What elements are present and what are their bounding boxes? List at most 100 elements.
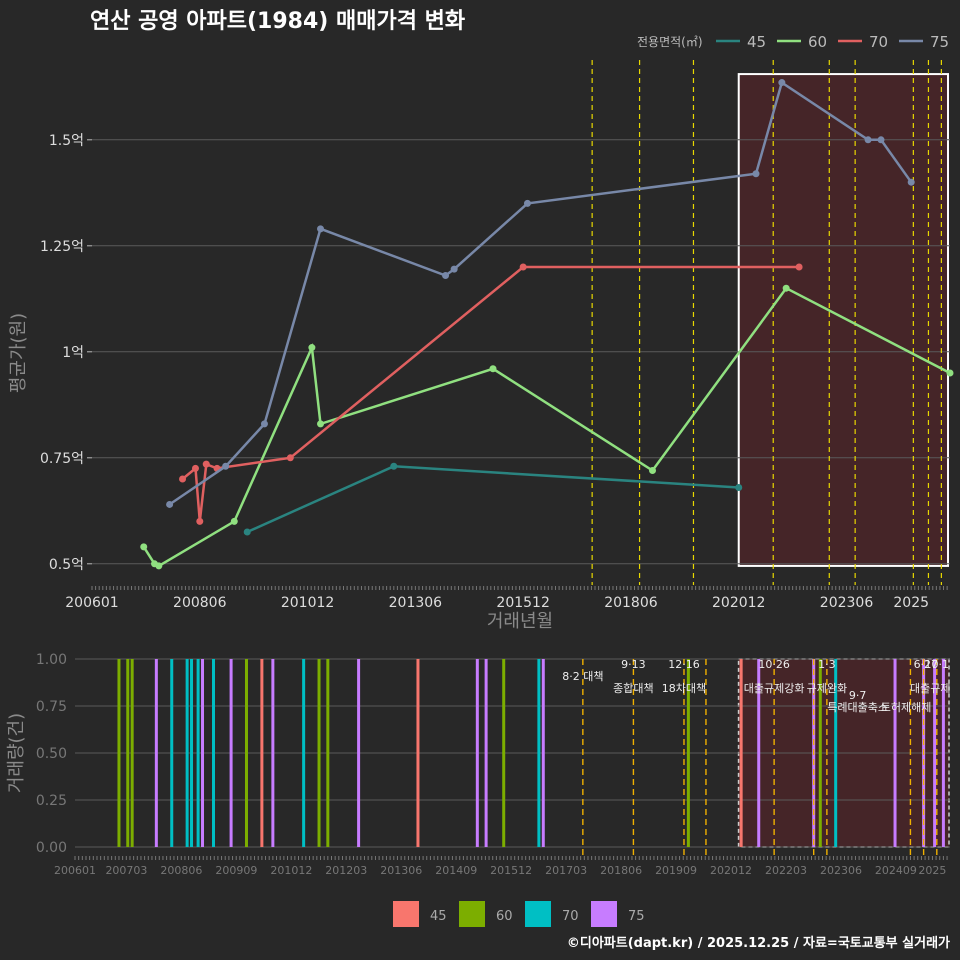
- top-highlight-region: [737, 73, 949, 567]
- bar-60: [244, 659, 248, 847]
- bottom-x-tick-label: 200703: [105, 864, 147, 877]
- bottom-x-tick-label: 201203: [325, 864, 367, 877]
- bar-60: [686, 659, 690, 847]
- bar-60: [130, 659, 134, 847]
- series-point-70: [196, 517, 204, 525]
- bottom-x-tick-label: 201703: [545, 864, 587, 877]
- bottom-y-tick-label: 1.00: [36, 652, 67, 668]
- bottom-x-tick-label: 201909: [655, 864, 697, 877]
- top-y-tick-label: 1.5억: [49, 133, 84, 149]
- top-y-tick-label: 1억: [62, 345, 84, 361]
- bar-75: [941, 659, 945, 847]
- bar-60: [818, 659, 822, 847]
- top-x-tick-label: 201512: [496, 595, 549, 611]
- bar-70: [212, 659, 216, 847]
- bar-75: [357, 659, 361, 847]
- bottom-x-tick-label: 200601: [54, 864, 96, 877]
- top-x-tick-label: 200806: [173, 595, 227, 611]
- bar-60: [502, 659, 506, 847]
- chart-title: 연산 공영 아파트(1984) 매매가격 변화: [90, 9, 465, 34]
- top-y-axis-title: 평균가(원): [8, 313, 29, 393]
- series-point-60: [782, 284, 790, 292]
- legend-label-45: 45: [430, 909, 447, 924]
- legend-swatch-45: [393, 901, 419, 927]
- top-x-tick-label: 201306: [389, 595, 443, 611]
- bar-75: [271, 659, 275, 847]
- series-point-60: [946, 369, 954, 377]
- policy-label: 18차대책: [662, 682, 706, 695]
- bar-75: [933, 659, 937, 847]
- policy-label: 12·16: [668, 658, 700, 671]
- series-point-75: [450, 265, 458, 273]
- legend-label-60: 60: [808, 33, 827, 51]
- bar-75: [541, 659, 545, 847]
- top-x-tick-label: 202012: [712, 595, 765, 611]
- policy-label: 대출규제: [910, 682, 950, 695]
- bar-45: [739, 659, 743, 847]
- policy-label: 토허제해제: [881, 700, 932, 714]
- policy-label: 규제완화: [807, 682, 847, 695]
- series-point-75: [317, 225, 325, 233]
- bottom-x-tick-label: 201409: [435, 864, 477, 877]
- series-point-60: [230, 517, 238, 525]
- bottom-gridlines: [75, 658, 950, 848]
- top-y-axis: 0.5억 0.75억 1억 1.25억 1.5억: [40, 133, 92, 573]
- series-point-75: [222, 462, 230, 470]
- series-point-75: [166, 500, 174, 508]
- bottom-x-tick-label: 201512: [490, 864, 532, 877]
- source-caption: ©디아파트(dapt.kr) / 2025.12.25 / 자료=국토교통부 실…: [567, 935, 950, 951]
- bottom-y-axis: 0.00 0.25 0.50 0.75 1.00: [36, 652, 67, 856]
- series-point-45: [735, 483, 743, 491]
- bottom-y-tick-label: 0.25: [36, 793, 67, 809]
- legend-label-60: 60: [496, 909, 513, 924]
- legend-label-70: 70: [562, 909, 579, 924]
- series-line-70: [181, 265, 800, 522]
- series-point-45: [243, 528, 251, 536]
- series-point-70: [795, 263, 803, 271]
- bar-75: [484, 659, 488, 847]
- bar-60: [117, 659, 121, 847]
- top-x-tick-label: 201012: [281, 595, 334, 611]
- series-point-60: [489, 365, 497, 373]
- bottom-bars-group: [117, 659, 945, 847]
- top-x-axis-title: 거래년월: [487, 611, 553, 632]
- bottom-policy-labels: 8·2 대책 9·13 종합대책 12·16 18차대책 10·26 대출규제강화 1·3 규제…: [562, 658, 950, 714]
- bottom-x-tick-label: 201306: [380, 864, 422, 877]
- series-point-70: [202, 460, 210, 468]
- top-x-tick-label: 202306: [820, 595, 874, 611]
- series-point-75: [907, 178, 915, 186]
- bottom-x-tick-label: 200909: [215, 864, 257, 877]
- policy-label: 대출규제강화: [744, 682, 805, 695]
- bottom-x-tick-label: 202306: [820, 864, 862, 877]
- bar-60: [317, 659, 321, 847]
- bottom-x-tick-label: 202409: [875, 864, 917, 877]
- top-x-tick-label: 201806: [604, 595, 658, 611]
- bar-60: [326, 659, 330, 847]
- legend-swatch-75: [591, 901, 617, 927]
- series-point-60: [155, 562, 163, 570]
- bottom-y-tick-label: 0.00: [36, 840, 67, 856]
- series-line-45: [246, 465, 739, 534]
- series-point-60: [649, 467, 657, 475]
- bottom-x-tick-label: 202203: [765, 864, 807, 877]
- bar-legend: 45 60 70 75: [393, 901, 645, 927]
- bar-75: [757, 659, 761, 847]
- series-point-75: [442, 271, 450, 279]
- bar-70: [170, 659, 174, 847]
- bottom-y-axis-title: 거래량(건): [6, 713, 27, 793]
- policy-label: 특례대출축소: [827, 701, 888, 714]
- bar-45: [416, 659, 420, 847]
- bar-75: [229, 659, 233, 847]
- series-point-60: [140, 543, 148, 551]
- bar-75: [201, 659, 205, 847]
- bottom-y-tick-label: 0.75: [36, 699, 67, 715]
- legend-swatch-60: [459, 901, 485, 927]
- top-y-tick-label: 1.25억: [40, 239, 84, 255]
- policy-label: 8·2 대책: [562, 670, 603, 683]
- top-series-group: [140, 79, 954, 570]
- series-point-70: [286, 454, 294, 462]
- bar-70: [190, 659, 194, 847]
- series-point-60: [308, 344, 316, 352]
- policy-label: 10·1: [925, 658, 950, 671]
